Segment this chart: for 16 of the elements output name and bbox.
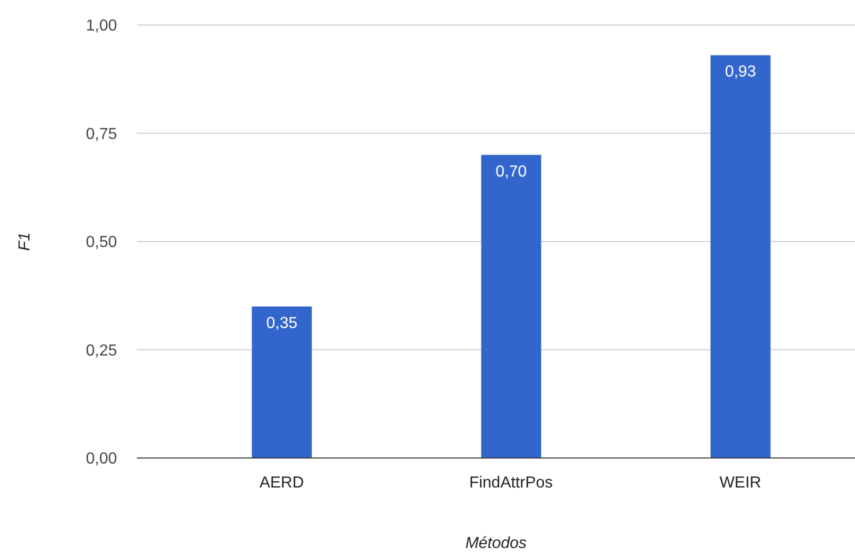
x-tick-label: WEIR (719, 474, 762, 492)
x-tick-label: FindAttrPos (469, 474, 553, 492)
y-tick-label: 1,00 (86, 18, 118, 35)
y-tick-label: 0,00 (86, 450, 118, 468)
data-label: 0,93 (724, 64, 756, 81)
y-axis-title: F1 (16, 232, 34, 251)
data-label: 0,70 (496, 163, 527, 180)
y-tick-label: 0,50 (86, 234, 118, 252)
bar (710, 55, 771, 458)
y-tick-label: 0,25 (86, 342, 118, 360)
x-axis-title: Métodos (465, 535, 527, 552)
data-label: 0,35 (266, 314, 298, 332)
bar (481, 154, 542, 458)
y-tick-label: 0,75 (86, 126, 118, 143)
x-tick-label: AERD (259, 474, 304, 492)
bar (252, 306, 312, 458)
